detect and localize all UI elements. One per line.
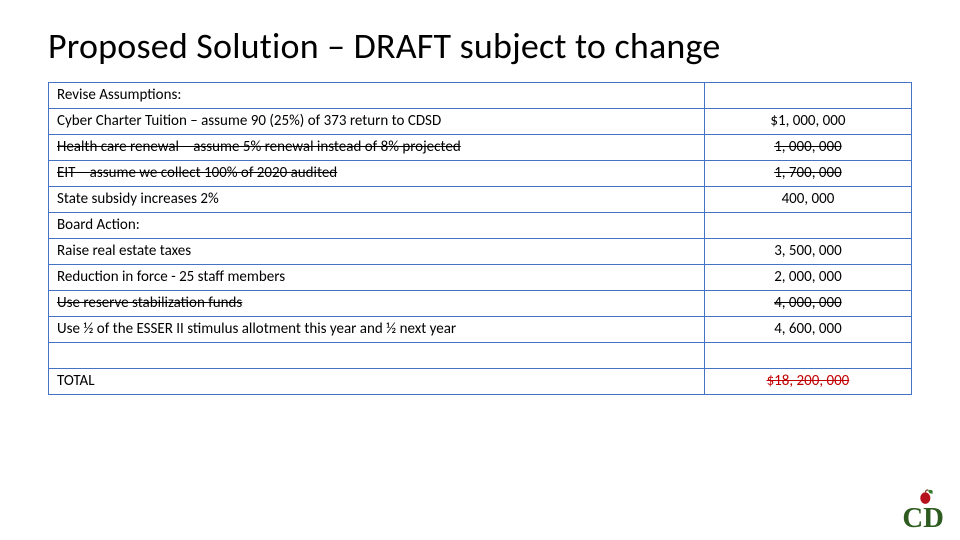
- row-label: Board Action:: [49, 213, 705, 239]
- row-amount: 400, 000: [704, 187, 911, 213]
- row-label: Revise Assumptions:: [49, 83, 705, 109]
- table-row: Cyber Charter Tuition – assume 90 (25%) …: [49, 109, 912, 135]
- row-label: Health care renewal – assume 5% renewal …: [49, 135, 705, 161]
- table-row: TOTAL$18, 200, 000: [49, 369, 912, 395]
- logo-letters: CD: [902, 502, 944, 534]
- table-row: State subsidy increases 2%400, 000: [49, 187, 912, 213]
- table-row: Health care renewal – assume 5% renewal …: [49, 135, 912, 161]
- row-amount: 1, 700, 000: [704, 161, 911, 187]
- row-label: Cyber Charter Tuition – assume 90 (25%) …: [49, 109, 705, 135]
- row-amount: 2, 000, 000: [704, 265, 911, 291]
- row-label: State subsidy increases 2%: [49, 187, 705, 213]
- solution-table: Revise Assumptions:Cyber Charter Tuition…: [48, 82, 912, 395]
- row-amount: $1, 000, 000: [704, 109, 911, 135]
- row-amount: 4, 000, 000: [704, 291, 911, 317]
- table-row: Use ½ of the ESSER II stimulus allotment…: [49, 317, 912, 343]
- table-row: Use reserve stabilization funds4, 000, 0…: [49, 291, 912, 317]
- apple-stem-icon: [925, 490, 928, 492]
- slide-title: Proposed Solution – DRAFT subject to cha…: [48, 24, 912, 68]
- row-label: Use ½ of the ESSER II stimulus allotment…: [49, 317, 705, 343]
- table-row: [49, 343, 912, 369]
- row-amount: 3, 500, 000: [704, 239, 911, 265]
- row-label: Raise real estate taxes: [49, 239, 705, 265]
- row-label: Use reserve stabilization funds: [49, 291, 705, 317]
- row-amount: 1, 000, 000: [704, 135, 911, 161]
- cd-logo: CD: [898, 488, 944, 534]
- leaf-icon: [928, 490, 933, 494]
- row-amount: [704, 343, 911, 369]
- row-amount: $18, 200, 000: [704, 369, 911, 395]
- table-row: Revise Assumptions:: [49, 83, 912, 109]
- table-row: Raise real estate taxes3, 500, 000: [49, 239, 912, 265]
- row-amount: [704, 213, 911, 239]
- row-label: EIT – assume we collect 100% of 2020 aud…: [49, 161, 705, 187]
- row-label: [49, 343, 705, 369]
- row-amount: [704, 83, 911, 109]
- row-label: Reduction in force - 25 staff members: [49, 265, 705, 291]
- table-row: EIT – assume we collect 100% of 2020 aud…: [49, 161, 912, 187]
- row-amount: 4, 600, 000: [704, 317, 911, 343]
- table-row: Board Action:: [49, 213, 912, 239]
- table-row: Reduction in force - 25 staff members2, …: [49, 265, 912, 291]
- row-label: TOTAL: [49, 369, 705, 395]
